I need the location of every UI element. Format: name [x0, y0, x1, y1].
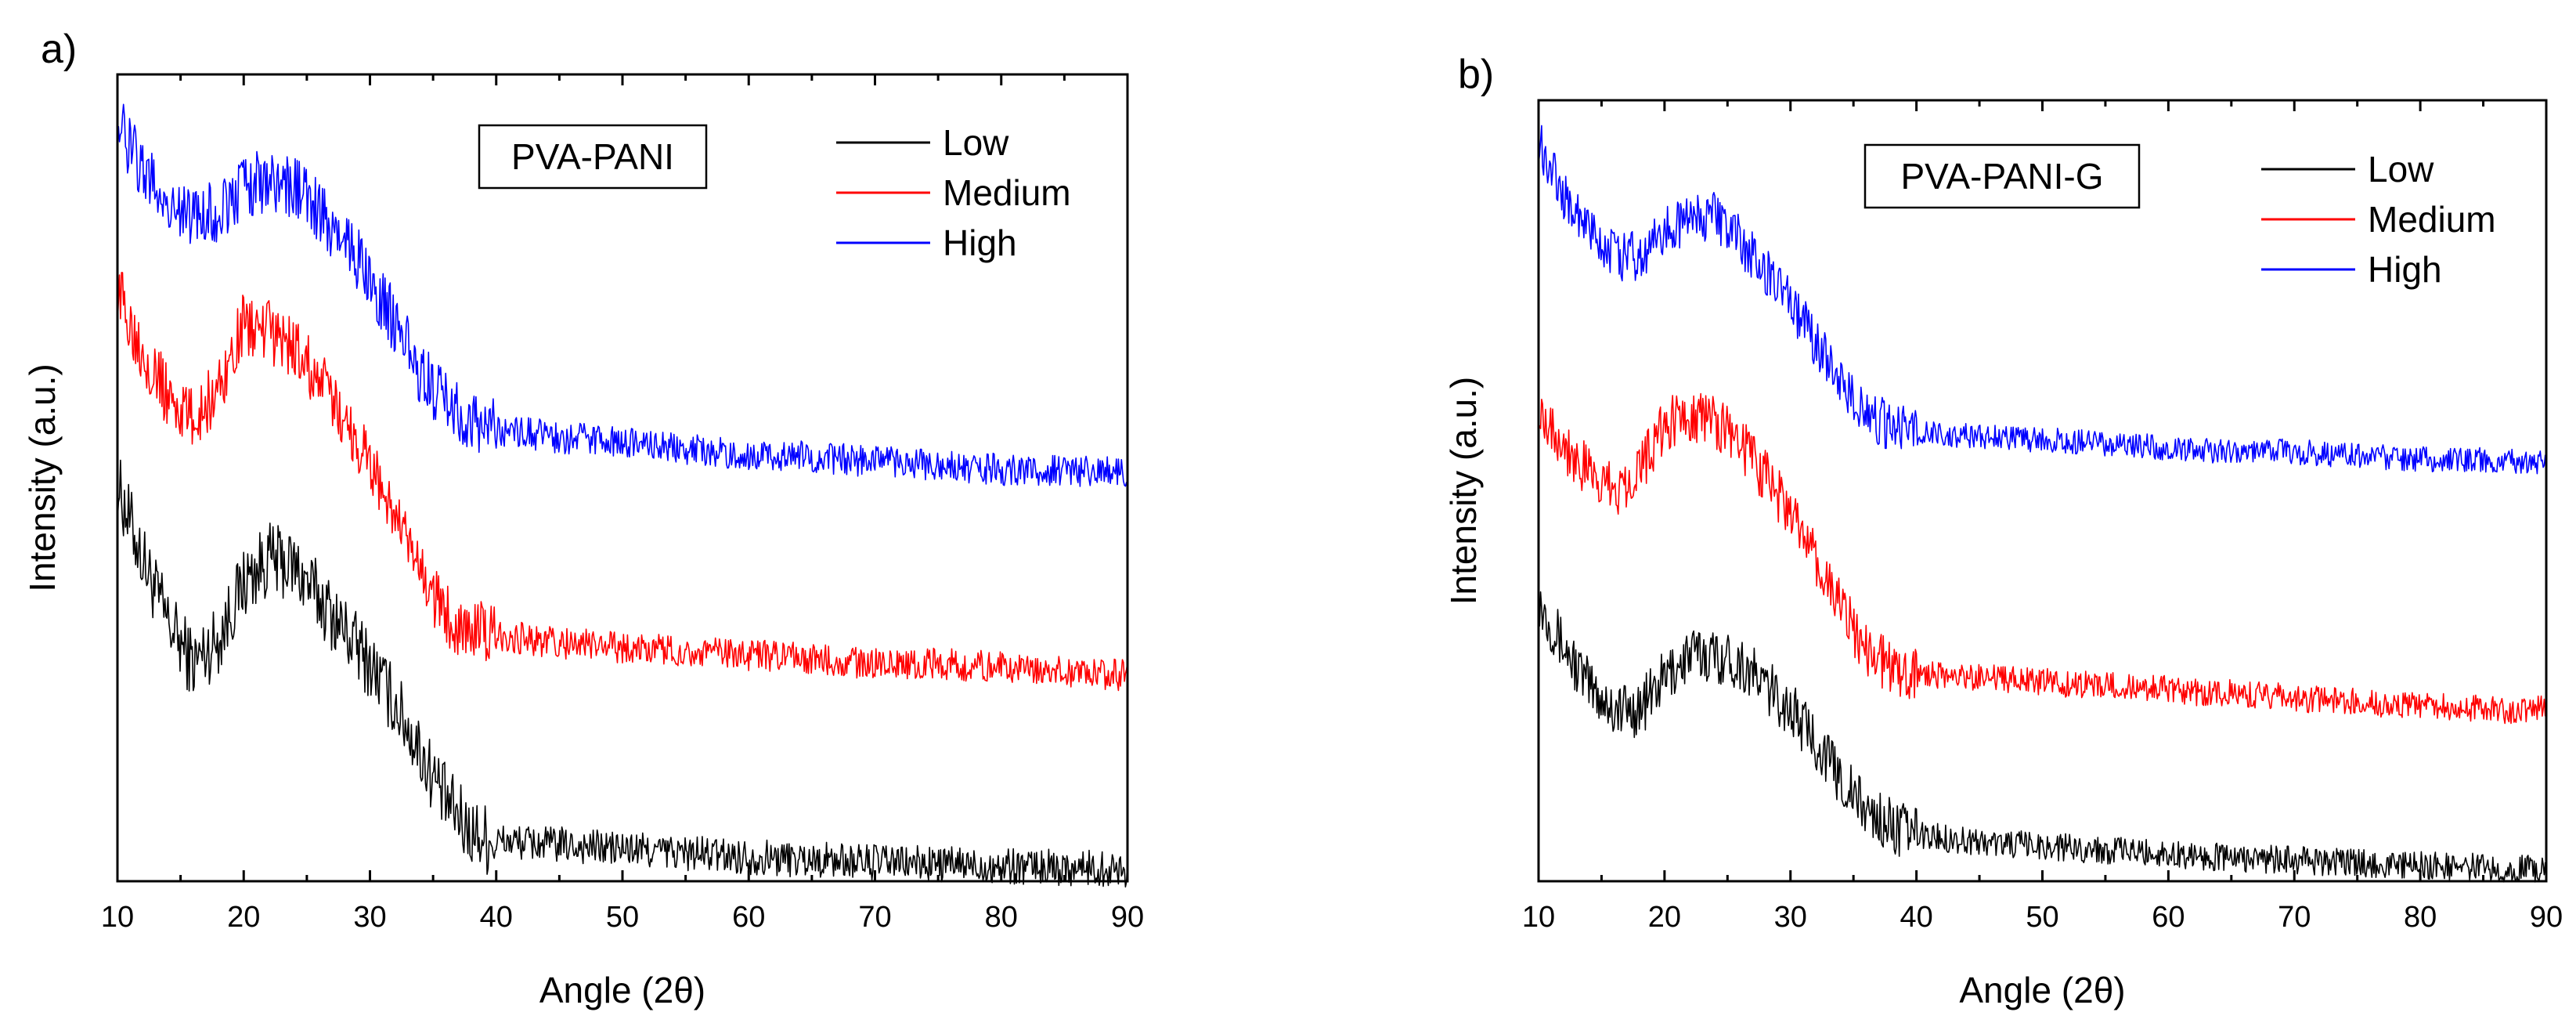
sample-label: PVA-PANI-G — [1901, 156, 2104, 197]
x-tick-label: 80 — [985, 901, 1018, 934]
x-tick-label: 80 — [2404, 901, 2437, 934]
panel-letter: b) — [1458, 52, 1494, 97]
series-line-low — [117, 459, 1128, 887]
legend-label: Low — [943, 122, 1009, 163]
x-tick-label: 60 — [732, 901, 765, 934]
chart-panel-b: b) 10 20 30 40 50 60 70 80 90 Angle (2θ) Intensity … — [1443, 52, 2563, 1010]
x-tick-label: 40 — [480, 901, 513, 934]
x-tick-label: 50 — [2026, 901, 2058, 934]
x-tick-label: 30 — [353, 901, 386, 934]
x-tick-label: 90 — [1111, 901, 1144, 934]
series-line-low — [1538, 591, 2547, 883]
x-axis-title: Angle (2θ) — [1959, 970, 2125, 1010]
series-group — [1538, 125, 2547, 883]
sample-label-box — [478, 124, 708, 190]
y-axis-title: Intensity (a.u.) — [22, 363, 63, 591]
x-tick-label: 20 — [227, 901, 260, 934]
legend: Low Medium High — [2261, 149, 2496, 290]
x-ticks: 10 20 30 40 50 60 70 80 90 — [101, 74, 1144, 934]
legend-label: Medium — [943, 172, 1071, 213]
legend-label: High — [943, 222, 1017, 263]
series-line-medium — [1538, 392, 2547, 725]
series-line-medium — [117, 272, 1128, 692]
sample-label-box — [1863, 143, 2141, 209]
x-axis-title: Angle (2θ) — [539, 970, 705, 1010]
x-tick-label: 50 — [606, 901, 639, 934]
x-tick-label: 20 — [1648, 901, 1681, 934]
x-tick-label: 70 — [858, 901, 891, 934]
y-axis-title: Intensity (a.u.) — [1443, 377, 1484, 605]
series-line-high — [117, 103, 1128, 487]
series-line-high — [1538, 125, 2547, 475]
x-tick-label: 90 — [2530, 901, 2563, 934]
chart-panel-a: a) 10 20 30 40 50 60 70 80 90 Angle (2θ) Intensity … — [22, 27, 1144, 1010]
x-tick-label: 30 — [1774, 901, 1807, 934]
legend-label: Low — [2368, 149, 2434, 190]
panel-letter: a) — [41, 27, 77, 72]
x-tick-label: 10 — [1522, 901, 1555, 934]
x-tick-label: 60 — [2152, 901, 2185, 934]
x-tick-label: 70 — [2278, 901, 2311, 934]
legend: Low Medium High — [836, 122, 1071, 263]
sample-label: PVA-PANI — [511, 136, 674, 177]
legend-label: Medium — [2368, 199, 2496, 240]
x-tick-label: 10 — [101, 901, 134, 934]
series-group — [117, 103, 1128, 887]
legend-label: High — [2368, 249, 2442, 290]
x-tick-label: 40 — [1900, 901, 1932, 934]
x-ticks: 10 20 30 40 50 60 70 80 90 — [1522, 100, 2563, 934]
